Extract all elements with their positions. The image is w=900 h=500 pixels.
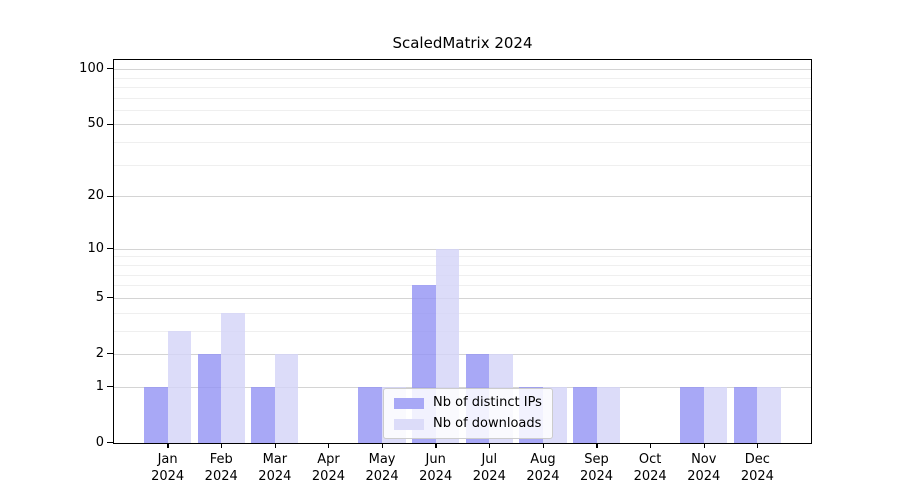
gridline-minor-7 <box>114 274 811 276</box>
gridline-major-1 <box>114 386 811 388</box>
x-tick-mark-may <box>381 443 384 449</box>
x-tick-mark-jan <box>167 443 169 449</box>
gridline-major-10 <box>114 248 811 250</box>
gridline-major-100 <box>114 69 811 71</box>
gridline-major-20 <box>114 196 811 198</box>
y-tick-label-10: 10 <box>87 240 104 256</box>
gridline-minor-80 <box>114 86 811 88</box>
legend-item-distinct-ips: Nb of distinct IPs <box>394 395 542 411</box>
legend-swatch-distinct-ips <box>394 397 424 409</box>
gridline-minor-90 <box>114 77 811 79</box>
bar-nb-of-distinct-ips-jan <box>144 386 168 443</box>
y-tick-label-2: 2 <box>95 345 104 361</box>
gridline-minor-8 <box>114 264 811 266</box>
y-tick-label-5: 5 <box>95 289 104 305</box>
bar-nb-of-distinct-ips-feb <box>197 353 222 443</box>
y-tick-label-1: 1 <box>95 378 104 394</box>
y-tick-mark-20 <box>107 195 113 197</box>
x-tick-label-sep: Sep 2024 <box>579 452 614 484</box>
x-tick-label-oct: Oct 2024 <box>633 452 667 484</box>
y-tick-label-50: 50 <box>87 116 104 132</box>
gridline-minor-30 <box>114 164 811 166</box>
bar-nb-of-distinct-ips-may <box>358 386 383 443</box>
bar-nb-of-distinct-ips-dec <box>733 386 758 443</box>
x-tick-mark-sep <box>596 443 598 449</box>
x-tick-label-jul: Jul 2024 <box>472 452 506 484</box>
chart-title: ScaledMatrix 2024 <box>392 34 533 52</box>
x-tick-label-mar: Mar 2024 <box>258 452 292 484</box>
bar-nb-of-distinct-ips-mar <box>251 386 275 443</box>
bar-nb-of-downloads-dec <box>757 386 781 443</box>
y-tick-mark-10 <box>107 247 113 250</box>
y-tick-mark-50 <box>107 123 113 125</box>
x-tick-label-nov: Nov 2024 <box>687 452 721 484</box>
y-tick-mark-100 <box>107 68 113 70</box>
x-tick-mark-nov <box>703 443 705 449</box>
legend-swatch-downloads <box>394 418 424 430</box>
bar-nb-of-downloads-sep <box>596 386 621 443</box>
x-tick-mark-mar <box>274 443 276 449</box>
legend-item-downloads: Nb of downloads <box>394 416 542 432</box>
y-tick-mark-0 <box>107 442 113 444</box>
bar-nb-of-downloads-nov <box>703 386 728 443</box>
y-tick-label-0: 0 <box>95 435 104 450</box>
gridline-minor-3 <box>114 330 811 332</box>
y-tick-mark-1 <box>107 386 113 388</box>
legend-label-distinct-ips: Nb of distinct IPs <box>433 395 542 410</box>
gridline-major-2 <box>114 353 811 355</box>
gridline-minor-9 <box>114 256 811 258</box>
gridline-minor-40 <box>114 142 811 144</box>
x-tick-mark-aug <box>542 443 544 449</box>
x-tick-label-aug: Aug 2024 <box>526 452 560 484</box>
bar-nb-of-distinct-ips-nov <box>680 386 704 443</box>
x-tick-mark-oct <box>649 443 652 449</box>
bar-nb-of-downloads-feb <box>221 312 245 443</box>
y-tick-label-100: 100 <box>79 61 104 77</box>
y-tick-label-20: 20 <box>87 188 104 204</box>
x-tick-mark-dec <box>757 443 759 449</box>
gridline-minor-70 <box>114 97 811 99</box>
gridline-major-50 <box>114 124 811 126</box>
gridline-minor-60 <box>114 109 811 111</box>
legend: Nb of distinct IPs Nb of downloads <box>383 388 553 439</box>
x-tick-mark-apr <box>328 443 330 449</box>
y-tick-mark-5 <box>107 297 113 299</box>
x-tick-label-feb: Feb 2024 <box>204 452 238 484</box>
gridline-major-5 <box>114 297 811 299</box>
x-tick-mark-jul <box>489 443 491 449</box>
y-tick-mark-2 <box>107 353 113 355</box>
x-tick-label-jan: Jan 2024 <box>151 452 185 484</box>
gridline-minor-4 <box>114 312 811 314</box>
bar-nb-of-downloads-mar <box>274 353 299 443</box>
x-tick-label-dec: Dec 2024 <box>740 452 774 484</box>
legend-label-downloads: Nb of downloads <box>433 416 542 431</box>
gridline-minor-6 <box>114 285 811 287</box>
x-tick-mark-jun <box>435 443 437 449</box>
x-tick-label-jun: Jun 2024 <box>419 452 453 484</box>
x-tick-mark-feb <box>221 443 223 449</box>
plot-area: Nb of distinct IPs Nb of downloads <box>113 59 812 444</box>
bar-nb-of-distinct-ips-sep <box>572 386 597 443</box>
x-tick-label-may: May 2024 <box>365 452 399 484</box>
bar-nb-of-downloads-jan <box>167 330 192 443</box>
x-tick-label-apr: Apr 2024 <box>311 452 345 484</box>
